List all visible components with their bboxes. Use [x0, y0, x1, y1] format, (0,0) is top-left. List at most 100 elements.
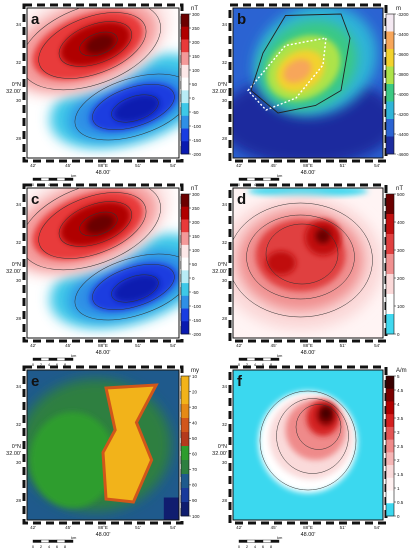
- scale-bar-label: 2: [246, 544, 249, 549]
- colorbar-tick-label: 0.5: [397, 500, 404, 505]
- lon-tick-label: 54': [170, 525, 176, 530]
- frame: [26, 7, 180, 159]
- lat-tick-label: 30: [16, 278, 22, 283]
- scale-bar-label: 8: [64, 544, 67, 549]
- lon-tick-label: 54': [170, 163, 176, 168]
- scale-bar-segment: [238, 357, 248, 361]
- field-blob: [315, 228, 331, 244]
- field-map: [233, 188, 383, 338]
- colorbar-tick-label: 100: [192, 68, 200, 73]
- lon-tick-label: 51': [340, 163, 346, 168]
- panel-letter: c: [31, 191, 39, 208]
- colorbar-tick-label: -3600: [397, 52, 409, 57]
- scale-bar-segment: [56, 539, 66, 543]
- scale-bar-unit: km: [71, 353, 77, 358]
- panel-letter: a: [31, 11, 40, 28]
- scale-bar-label: 4: [254, 182, 257, 187]
- scale-bar-unit: km: [71, 535, 77, 540]
- contour-line: [38, 12, 147, 79]
- colorbar-segment: [386, 274, 394, 295]
- field-blob: [266, 251, 296, 275]
- colorbar-segment: [181, 460, 189, 475]
- scale-bar-segment: [270, 357, 280, 361]
- colorbar-tick-label: 300: [397, 248, 405, 253]
- contour-line: [79, 31, 118, 57]
- colorbar-tick-label: 1: [397, 486, 400, 491]
- colorbar-unit: my: [191, 368, 199, 374]
- colorbar-segment: [181, 270, 189, 284]
- scale-bar-segment: [40, 177, 50, 181]
- lat-tick-label: 30: [222, 460, 228, 465]
- scale-bar-label: 0: [32, 544, 35, 549]
- contour-line: [27, 8, 161, 91]
- colorbar-segment: [386, 136, 394, 155]
- lat-tick-label: 32: [16, 240, 22, 245]
- scale-bar-segment: [32, 177, 42, 181]
- colorbar-tick-label: 200: [397, 276, 405, 281]
- colorbar-segment: [181, 219, 189, 233]
- panel-letter: e: [31, 373, 39, 390]
- colorbar-tick-label: 3.5: [397, 416, 404, 421]
- scale-bar-segment: [48, 357, 58, 361]
- scale-bar-segment: [64, 539, 74, 543]
- colorbar-tick-label: -200: [192, 332, 202, 337]
- colorbar-segment: [181, 206, 189, 220]
- lat-tick-label: 32: [222, 240, 228, 245]
- colorbar-tick-label: 60: [192, 452, 198, 457]
- lon-tick-label: 42': [236, 163, 242, 168]
- colorbar-segment: [386, 234, 394, 255]
- colorbar-tick-label: -200: [192, 152, 202, 157]
- lat-tick-label: 32: [222, 60, 228, 65]
- boundary-dotted: [247, 37, 327, 111]
- colorbar-tick-label: -50: [192, 290, 199, 295]
- colorbar-tick-label: 2.5: [397, 444, 404, 449]
- colorbar-tick-label: -4000: [397, 92, 409, 97]
- colorbar-segment: [181, 432, 189, 447]
- field-blob: [163, 497, 179, 520]
- colorbar-tick-label: -4400: [397, 132, 409, 137]
- colorbar-tick-label: 30: [192, 405, 198, 410]
- center-lat-label: 32.00': [6, 89, 21, 95]
- colorbar-segment: [386, 84, 394, 102]
- center-lon-label: 48.00': [301, 532, 316, 538]
- contour-line: [276, 398, 349, 474]
- colorbar-tick-label: 40: [192, 420, 198, 425]
- scale-bar-segment: [238, 539, 248, 543]
- frame: [232, 7, 384, 159]
- scale-bar-unit: km: [277, 535, 283, 540]
- panel-b: b 34 32 30 28 0°N32.00' 42' 45' 88°E 51' 54' 48.00'…: [212, 3, 409, 187]
- contour-line: [295, 404, 342, 450]
- scale-bar-segment: [40, 539, 50, 543]
- scale-bar-label: 4: [254, 544, 257, 549]
- center-lat-label: 0°N: [218, 82, 227, 88]
- scale-bar-segment: [246, 357, 256, 361]
- lat-tick-label: 30: [16, 460, 22, 465]
- colorbar-segment: [181, 446, 189, 461]
- colorbar-tick-label: 300: [192, 12, 200, 17]
- colorbar-tick-label: 1.5: [397, 472, 404, 477]
- colorbar-frame: [385, 13, 395, 155]
- scale-bar-segment: [32, 357, 42, 361]
- colorbar-tick-label: 10: [192, 374, 198, 379]
- colorbar-tick-label: 300: [192, 192, 200, 197]
- contour-line: [92, 264, 175, 310]
- colorbar-segment: [181, 128, 189, 142]
- colorbar-tick-label: -100: [192, 304, 202, 309]
- lon-tick-label: 88°E: [98, 163, 108, 168]
- contour-line: [259, 390, 357, 491]
- colorbar-tick-label: 150: [192, 234, 200, 239]
- contour-line: [27, 188, 161, 271]
- scale-bar-label: 0: [32, 182, 35, 187]
- contour-line: [233, 202, 373, 318]
- colorbar-segment: [181, 141, 189, 155]
- colorbar-segment: [386, 31, 394, 50]
- colorbar-tick-label: 400: [397, 220, 405, 225]
- lon-tick-label: 88°E: [303, 163, 313, 168]
- lon-tick-label: 42': [30, 343, 36, 348]
- lon-tick-label: 51': [135, 525, 141, 530]
- center-lat-label: 0°N: [12, 444, 21, 450]
- colorbar-tick-label: 0: [397, 332, 400, 337]
- colorbar-tick-label: 3: [397, 430, 400, 435]
- contour-outline: [250, 13, 351, 114]
